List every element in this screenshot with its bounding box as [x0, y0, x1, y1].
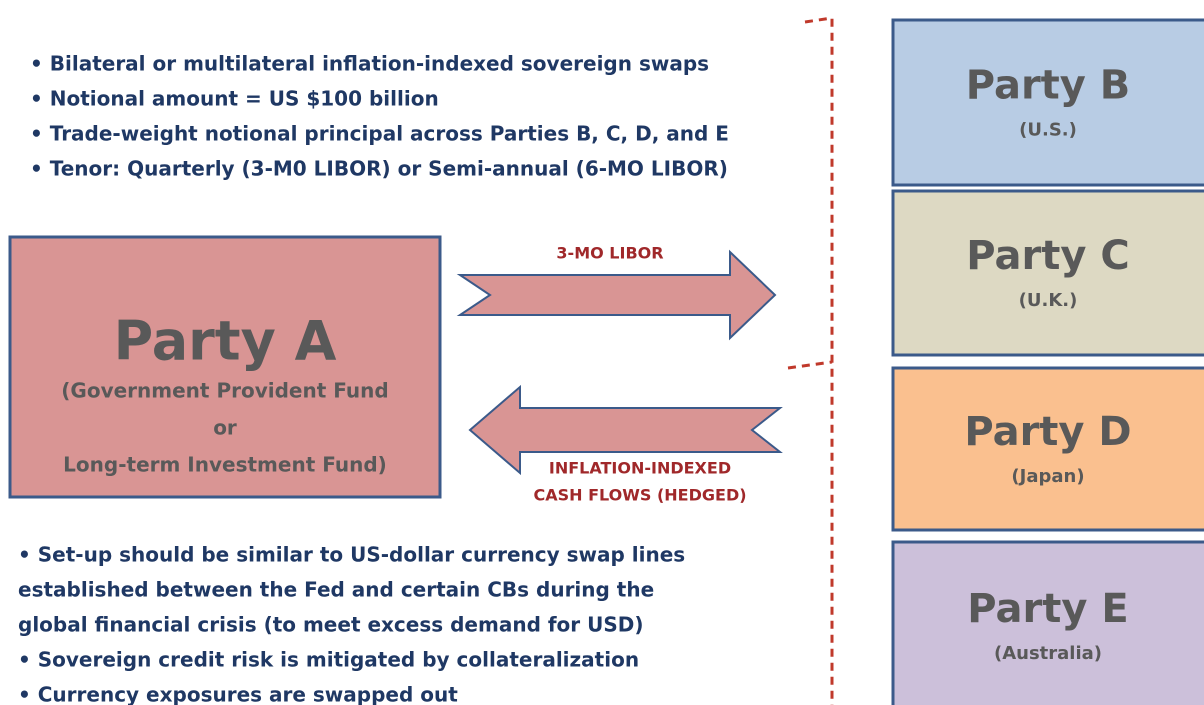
party-title: Party E: [967, 586, 1128, 632]
party-a-box: [8, 235, 442, 499]
party-sub: (Japan): [1011, 466, 1084, 487]
party-a-title: Party A: [114, 310, 337, 373]
party-sub: (U.K.): [1019, 290, 1078, 311]
party-title: Party C: [966, 233, 1129, 279]
party-box: [891, 366, 1204, 532]
dashed-line: [804, 16, 834, 705]
arrow-label: 3-MO LIBOR: [556, 244, 663, 263]
party-sub: (U.S.): [1019, 120, 1077, 141]
bullet: • Currency exposures are swapped out: [18, 683, 458, 705]
arrow-left: [468, 384, 783, 476]
party-a-line: (Government Provident Fund: [61, 379, 388, 403]
party-a-line: Long-term Investment Fund): [63, 453, 387, 477]
dashed-line: [787, 360, 833, 370]
bullet: • Tenor: Quarterly (3-M0 LIBOR) or Semi-…: [30, 157, 728, 181]
arrow-label: INFLATION-INDEXED: [549, 459, 731, 478]
bullet: • Sovereign credit risk is mitigated by …: [18, 648, 639, 672]
party-title: Party B: [966, 63, 1131, 109]
party-a-line: or: [213, 416, 237, 440]
bullet: • Notional amount = US $100 billion: [30, 87, 439, 111]
bullet: established between the Fed and certain …: [18, 578, 654, 602]
party-box: [891, 189, 1204, 357]
party-sub: (Australia): [994, 643, 1102, 664]
party-box: [891, 18, 1204, 187]
party-box: [891, 540, 1204, 705]
party-title: Party D: [964, 409, 1131, 455]
bullet: global financial crisis (to meet excess …: [18, 613, 644, 637]
bullet: • Set-up should be similar to US-dollar …: [18, 543, 685, 567]
connector: [787, 16, 834, 705]
arrow-label: CASH FLOWS (HEDGED): [533, 486, 746, 505]
bullet: • Bilateral or multilateral inflation-in…: [30, 52, 709, 76]
arrow-right: [456, 249, 777, 341]
bullet: • Trade-weight notional principal across…: [30, 122, 729, 146]
